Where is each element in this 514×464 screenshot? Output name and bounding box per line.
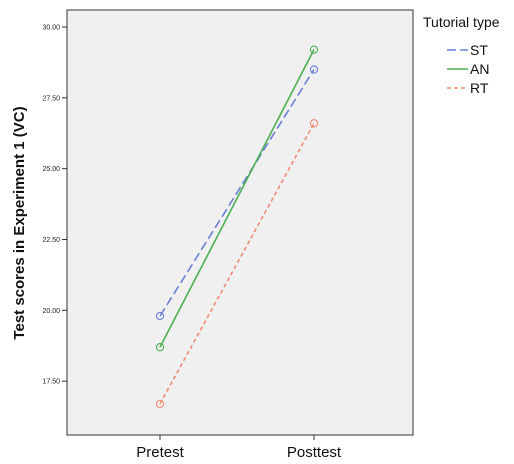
x-tick-label: Pretest (136, 444, 184, 461)
legend-label-an: AN (470, 61, 489, 77)
data-point-rt-posttest (309, 119, 319, 128)
legend: Tutorial type ST AN RT (423, 14, 500, 96)
legend-label-rt: RT (470, 80, 489, 96)
x-axis: Pretest Posttest (136, 435, 342, 461)
y-tick-label: 25.00 (42, 166, 60, 173)
x-tick-label: Posttest (287, 444, 342, 461)
y-tick-label: 22.50 (42, 237, 60, 244)
series-st (155, 65, 319, 321)
series-line-st (159, 69, 315, 317)
y-axis-title: Test scores in Experiment 1 (VC) (11, 106, 28, 339)
series-layer (155, 45, 319, 408)
legend-label-st: ST (470, 42, 488, 58)
data-point-st-pretest (155, 311, 165, 321)
plot-area (66, 9, 414, 436)
y-tick-label: 17.50 (42, 379, 60, 386)
data-point-st-posttest (309, 65, 319, 74)
series-rt (155, 119, 319, 408)
series-an (155, 45, 319, 352)
data-point-an-pretest (155, 343, 165, 352)
y-axis: 17.50 20.00 22.50 25.00 27.50 30.00 (42, 25, 67, 386)
series-line-rt (159, 122, 315, 405)
y-tick-label: 20.00 (42, 308, 60, 315)
legend-title: Tutorial type (423, 14, 500, 30)
y-tick-label: 27.50 (42, 95, 60, 102)
data-point-rt-pretest (155, 399, 165, 408)
y-tick-label: 30.00 (42, 25, 60, 32)
data-point-an-posttest (309, 45, 319, 54)
series-line-an (159, 49, 315, 348)
